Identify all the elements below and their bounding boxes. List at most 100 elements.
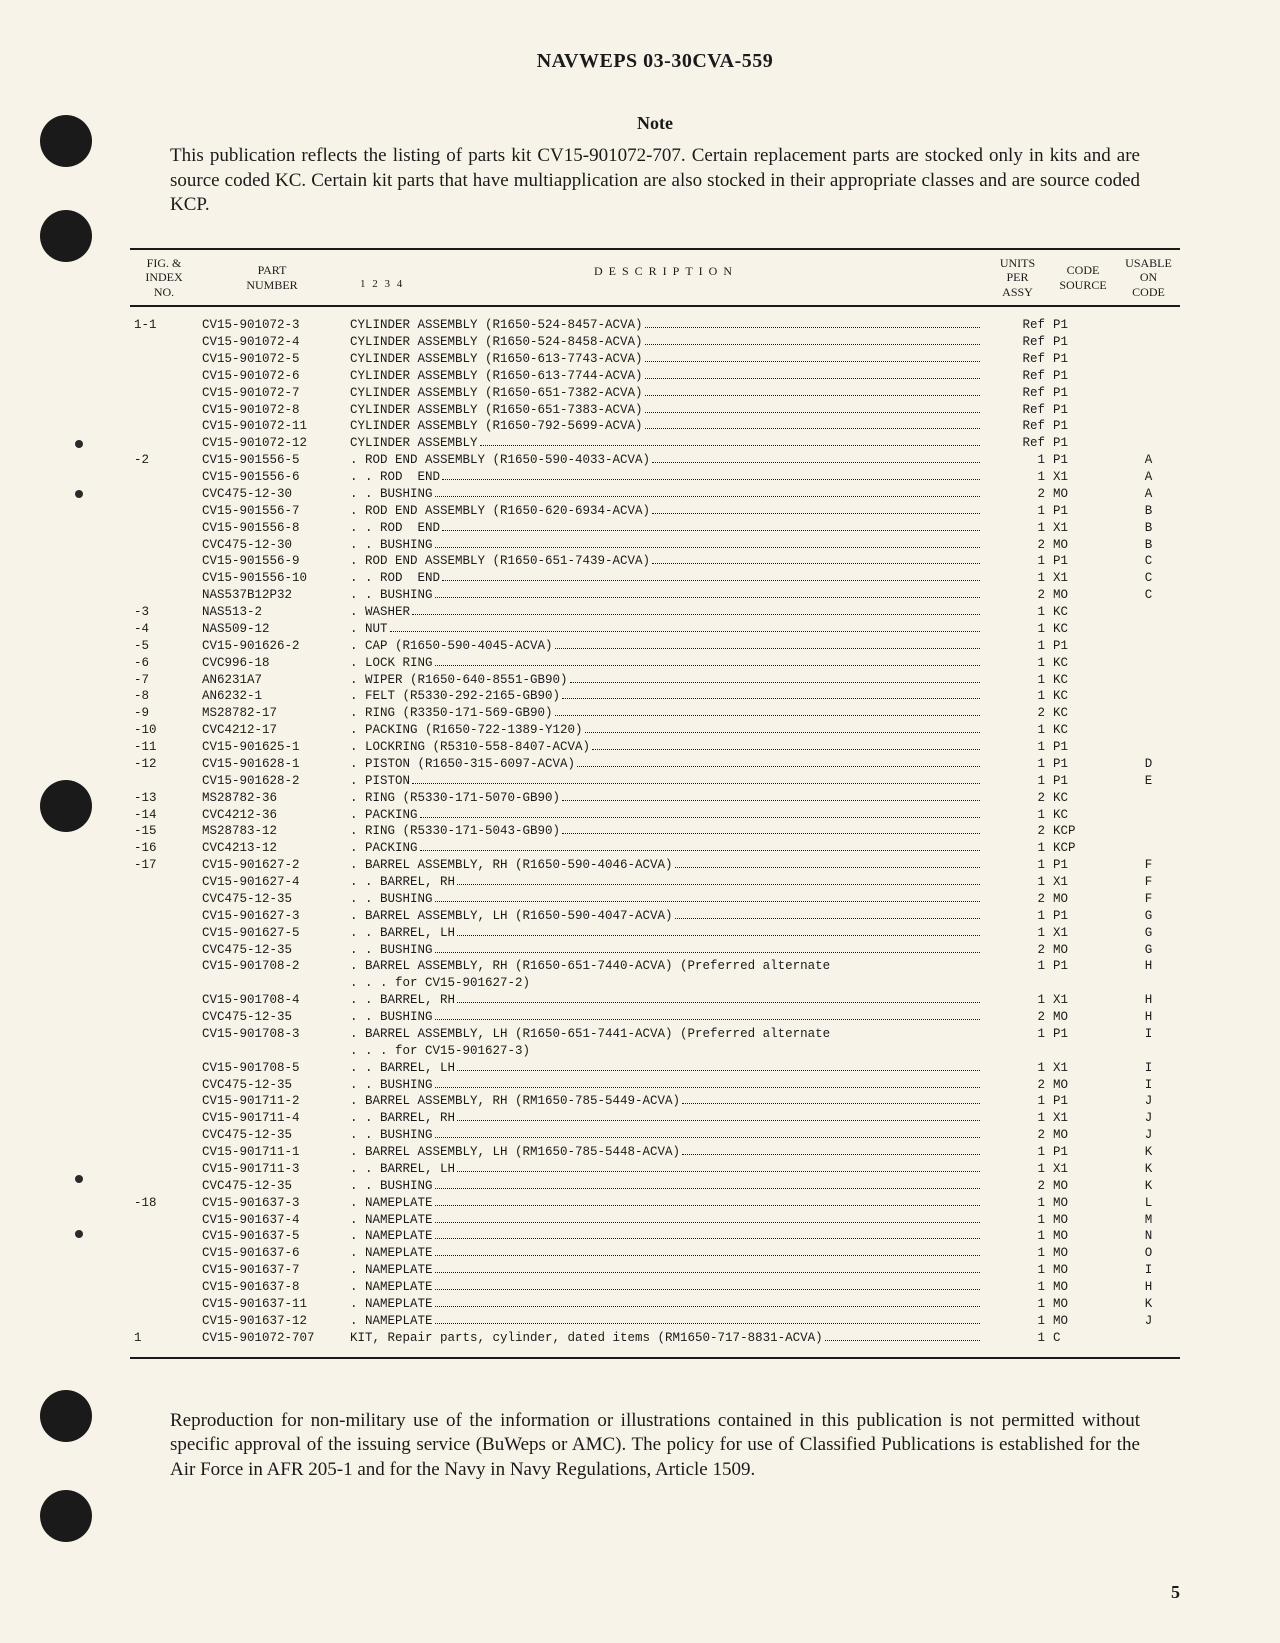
- cell-description: . . BARREL, RH: [346, 874, 986, 891]
- cell-code: [1049, 1043, 1117, 1060]
- cell-index: [130, 773, 198, 790]
- table-row: -10CVC4212-17. PACKING (R1650-722-1389-Y…: [130, 722, 1180, 739]
- cell-code: P1: [1049, 1026, 1117, 1043]
- cell-index: -3: [130, 604, 198, 621]
- cell-code: P1: [1049, 418, 1117, 435]
- table-row: CV15-901708-4. . BARREL, RH1X1H: [130, 992, 1180, 1009]
- cell-part: CV15-901711-3: [198, 1161, 346, 1178]
- cell-usable: [1117, 688, 1180, 705]
- cell-description: . FELT (R5330-292-2165-GB90): [346, 688, 986, 705]
- cell-part: MS28783-12: [198, 823, 346, 840]
- cell-code: P1: [1049, 306, 1117, 334]
- col-code: CODE SOURCE: [1049, 250, 1117, 306]
- table-row: CV15-901637-5. NAMEPLATE1MON: [130, 1228, 1180, 1245]
- cell-units: 1: [986, 1060, 1049, 1077]
- cell-units: 1: [986, 992, 1049, 1009]
- cell-code: P1: [1049, 368, 1117, 385]
- cell-usable: [1117, 368, 1180, 385]
- cell-units: 2: [986, 1077, 1049, 1094]
- cell-index: [130, 402, 198, 419]
- cell-usable: K: [1117, 1144, 1180, 1161]
- cell-part: CV15-901626-2: [198, 638, 346, 655]
- cell-index: [130, 992, 198, 1009]
- note-heading: Note: [130, 113, 1180, 134]
- cell-part: CV15-901708-3: [198, 1026, 346, 1043]
- cell-code: MO: [1049, 1212, 1117, 1229]
- cell-usable: J: [1117, 1313, 1180, 1330]
- cell-index: [130, 368, 198, 385]
- cell-index: [130, 975, 198, 992]
- cell-units: 2: [986, 1127, 1049, 1144]
- table-row: CV15-901637-11. NAMEPLATE1MOK: [130, 1296, 1180, 1313]
- cell-units: 1: [986, 655, 1049, 672]
- cell-description: . NAMEPLATE: [346, 1195, 986, 1212]
- cell-usable: M: [1117, 1212, 1180, 1229]
- cell-usable: C: [1117, 553, 1180, 570]
- cell-description: . . ROD END: [346, 520, 986, 537]
- cell-part: CV15-901072-4: [198, 334, 346, 351]
- cell-code: P1: [1049, 638, 1117, 655]
- cell-code: MO: [1049, 537, 1117, 554]
- cell-part: CV15-901628-2: [198, 773, 346, 790]
- cell-units: 1: [986, 1228, 1049, 1245]
- table-row: CV15-901556-9. ROD END ASSEMBLY (R1650-6…: [130, 553, 1180, 570]
- cell-index: -7: [130, 672, 198, 689]
- table-row: CVC475-12-35. . BUSHING2MOG: [130, 942, 1180, 959]
- cell-units: 1: [986, 638, 1049, 655]
- punch-hole: [40, 780, 92, 832]
- cell-description: . . . for CV15-901627-2): [346, 975, 986, 992]
- cell-index: [130, 1077, 198, 1094]
- cell-part: CV15-901627-3: [198, 908, 346, 925]
- cell-usable: [1117, 435, 1180, 452]
- cell-code: C: [1049, 1330, 1117, 1357]
- cell-description: . ROD END ASSEMBLY (R1650-651-7439-ACVA): [346, 553, 986, 570]
- cell-units: [986, 975, 1049, 992]
- cell-code: MO: [1049, 486, 1117, 503]
- cell-index: [130, 435, 198, 452]
- table-row: CV15-901556-7. ROD END ASSEMBLY (R1650-6…: [130, 503, 1180, 520]
- cell-units: 1: [986, 503, 1049, 520]
- table-row: CV15-901072-8CYLINDER ASSEMBLY (R1650-65…: [130, 402, 1180, 419]
- table-row: CVC475-12-35. . BUSHING2MOK: [130, 1178, 1180, 1195]
- punch-hole: [40, 115, 92, 167]
- cell-index: [130, 1043, 198, 1060]
- cell-units: 2: [986, 1009, 1049, 1026]
- cell-code: [1049, 975, 1117, 992]
- table-row: CV15-901711-2. BARREL ASSEMBLY, RH (RM16…: [130, 1093, 1180, 1110]
- table-row: CVC475-12-30. . BUSHING2MOB: [130, 537, 1180, 554]
- table-row: -15MS28783-12. RING (R5330-171-5043-GB90…: [130, 823, 1180, 840]
- cell-part: CV15-901637-8: [198, 1279, 346, 1296]
- cell-code: KC: [1049, 705, 1117, 722]
- cell-code: KC: [1049, 722, 1117, 739]
- cell-units: 2: [986, 891, 1049, 908]
- cell-usable: [1117, 840, 1180, 857]
- margin-dot: [75, 1230, 83, 1238]
- cell-code: P1: [1049, 402, 1117, 419]
- cell-usable: G: [1117, 925, 1180, 942]
- cell-code: MO: [1049, 942, 1117, 959]
- col-usable: USABLE ON CODE: [1117, 250, 1180, 306]
- cell-code: MO: [1049, 1279, 1117, 1296]
- cell-part: CV15-901708-2: [198, 958, 346, 975]
- table-row: CV15-901556-10. . ROD END1X1C: [130, 570, 1180, 587]
- cell-units: 2: [986, 537, 1049, 554]
- table-row: -16CVC4213-12. PACKING1KCP: [130, 840, 1180, 857]
- cell-code: P1: [1049, 435, 1117, 452]
- cell-units: 1: [986, 739, 1049, 756]
- cell-usable: [1117, 638, 1180, 655]
- cell-usable: I: [1117, 1262, 1180, 1279]
- cell-code: KC: [1049, 688, 1117, 705]
- cell-units: 1: [986, 672, 1049, 689]
- table-row: CV15-901708-2. BARREL ASSEMBLY, RH (R165…: [130, 958, 1180, 975]
- cell-part: CV15-901637-4: [198, 1212, 346, 1229]
- cell-units: 1: [986, 925, 1049, 942]
- col-desc: DESCRIPTION 1 2 3 4: [346, 250, 986, 306]
- table-row: CV15-901637-8. NAMEPLATE1MOH: [130, 1279, 1180, 1296]
- cell-index: [130, 1279, 198, 1296]
- cell-units: 1: [986, 773, 1049, 790]
- cell-usable: F: [1117, 891, 1180, 908]
- cell-units: 1: [986, 1330, 1049, 1357]
- cell-code: P1: [1049, 773, 1117, 790]
- cell-code: KCP: [1049, 840, 1117, 857]
- cell-units: 1: [986, 604, 1049, 621]
